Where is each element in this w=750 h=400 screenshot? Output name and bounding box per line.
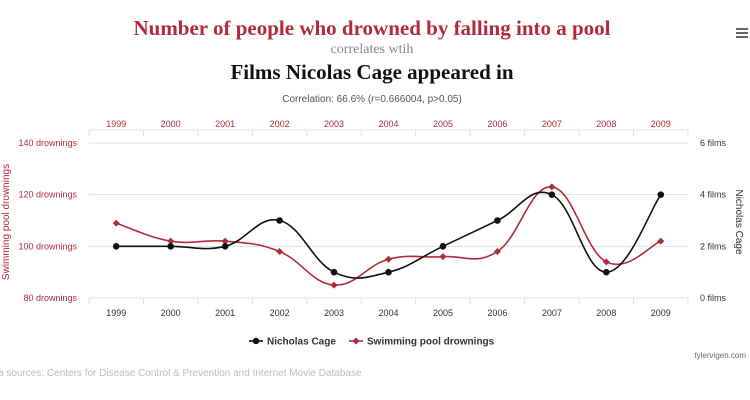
bottom-x-tick-label: 2004 <box>378 308 398 318</box>
left-y-tick-label: 80 drownings <box>23 293 77 303</box>
top-x-tick-label: 2001 <box>215 119 235 129</box>
series-line-swimming-pool-drownings <box>115 186 662 286</box>
grid-layer <box>88 129 689 304</box>
bottom-x-tick-label: 2005 <box>433 308 453 318</box>
data-point-swimming-pool-drownings <box>112 219 120 227</box>
legend-label-swimming-pool-drownings: Swimming pool drownings <box>367 337 495 348</box>
data-point-nicholas-cage <box>330 268 338 276</box>
data-point-nicholas-cage <box>385 268 392 276</box>
right-y-tick-label: 0 films <box>700 293 727 303</box>
data-point-nicholas-cage <box>167 243 174 250</box>
data-point-swimming-pool-drownings <box>330 281 338 289</box>
credit-text: tylervigen.com <box>694 351 746 360</box>
data-point-nicholas-cage <box>548 191 556 198</box>
data-point-swimming-pool-drownings <box>167 237 175 245</box>
left-y-tick-label: 140 drownings <box>18 138 77 148</box>
bottom-x-tick-label: 2006 <box>487 308 507 318</box>
legend-label-nicholas-cage: Nicholas Cage <box>267 337 336 348</box>
left-y-tick-label: 120 drownings <box>18 190 77 200</box>
right-y-tick-label: 6 films <box>700 138 727 148</box>
data-point-swimming-pool-drownings <box>657 237 665 245</box>
correlation-text: Correlation: 66.6% (r=0.666004, p>0.05) <box>282 94 462 105</box>
data-point-swimming-pool-drownings <box>548 183 556 191</box>
data-point-nicholas-cage <box>494 217 501 224</box>
data-point-nicholas-cage <box>276 217 283 224</box>
bottom-x-tick-label: 2009 <box>651 308 671 318</box>
series-layer <box>112 183 665 289</box>
data-point-nicholas-cage <box>439 243 447 250</box>
top-x-tick-label: 2002 <box>270 119 290 129</box>
chart-title: Number of people who drowned by falling … <box>133 16 611 40</box>
bottom-x-tick-label: 2000 <box>161 308 181 318</box>
bottom-x-tick-label: 2008 <box>596 308 616 318</box>
data-point-swimming-pool-drownings <box>221 237 229 245</box>
legend: Nicholas Cage Swimming pool drownings <box>249 337 495 348</box>
data-point-swimming-pool-drownings <box>385 255 392 263</box>
bottom-x-tick-label: 2007 <box>542 308 562 318</box>
data-point-swimming-pool-drownings <box>276 248 284 255</box>
top-x-tick-label: 2006 <box>487 119 507 129</box>
legend-marker-swimming-pool-drownings <box>352 337 360 345</box>
right-y-axis-title: Nicholas Cage <box>733 189 744 254</box>
data-point-nicholas-cage <box>221 243 229 250</box>
axis-layer: 1999 1999 2000 2000 2001 2001 2002 2002 2003 2003… <box>1 119 744 318</box>
right-y-tick-label: 2 films <box>700 241 727 251</box>
chart-subtitle: Films Nicolas Cage appeared in <box>230 60 514 84</box>
legend-marker-nicholas-cage <box>252 337 260 345</box>
chart-connector-text: correlates wtih <box>330 42 414 57</box>
left-y-axis-title: Swimming pool drownings <box>1 164 12 280</box>
top-x-tick-label: 2008 <box>596 119 616 129</box>
data-point-swimming-pool-drownings <box>493 248 501 255</box>
series-line-nicholas-cage <box>116 191 662 279</box>
data-point-nicholas-cage <box>657 191 665 198</box>
data-point-nicholas-cage <box>603 268 610 276</box>
top-x-tick-label: 2004 <box>378 119 398 129</box>
top-x-tick-label: 2005 <box>433 119 453 129</box>
right-y-tick-label: 4 films <box>700 190 727 200</box>
data-sources-text: a sources: Centers for Disease Control &… <box>0 368 362 379</box>
top-x-tick-label: 2009 <box>651 119 671 129</box>
data-point-swimming-pool-drownings <box>439 253 447 261</box>
data-point-swimming-pool-drownings <box>602 258 610 266</box>
top-x-tick-label: 2007 <box>542 119 562 129</box>
bottom-x-tick-label: 2002 <box>270 308 290 318</box>
top-x-tick-label: 1999 <box>106 119 126 129</box>
top-x-tick-label: 2000 <box>161 119 181 129</box>
bottom-x-tick-label: 2001 <box>215 308 235 318</box>
bottom-x-tick-label: 1999 <box>106 308 126 318</box>
menu-icon[interactable] <box>736 28 748 40</box>
left-y-tick-label: 100 drownings <box>18 241 77 251</box>
top-x-tick-label: 2003 <box>324 119 344 129</box>
bottom-x-tick-label: 2003 <box>324 308 344 318</box>
data-point-nicholas-cage <box>112 243 120 250</box>
